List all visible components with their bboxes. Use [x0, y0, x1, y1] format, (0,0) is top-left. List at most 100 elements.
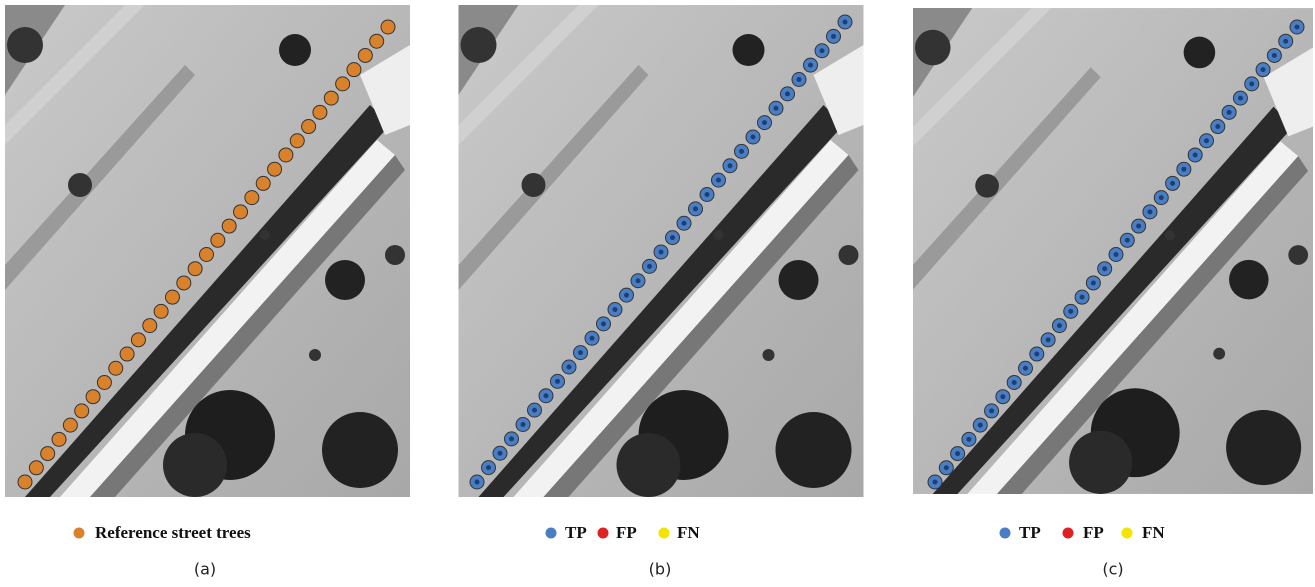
tree-dot-center [647, 264, 652, 269]
tree-dot-center [590, 336, 595, 341]
tree-dot-center [475, 480, 480, 485]
tree-dot-center [716, 178, 721, 183]
tree-dot [347, 63, 361, 77]
tree-dot-center [532, 408, 537, 413]
tree-dot-center [1057, 323, 1062, 328]
tree-dot-center [624, 293, 629, 298]
tree-dot [188, 262, 202, 276]
tree-dot-center [544, 393, 549, 398]
legend-marker [1000, 528, 1011, 539]
legend-marker [74, 528, 85, 539]
tree-dot-center [1023, 366, 1028, 371]
tree-dot-center [728, 163, 733, 168]
tree-dot-center [966, 437, 971, 442]
tree-dot [302, 120, 316, 134]
tree-dot-center [705, 192, 710, 197]
legend-marker [1063, 528, 1074, 539]
tree-dot-center [1204, 138, 1209, 143]
panel-caption: (a) [194, 560, 216, 579]
figure: Reference street trees(a)TPFPFN(b)TPFPFN… [0, 0, 1315, 587]
tree-dot-center [1181, 167, 1186, 172]
tree-dot-center [1102, 266, 1107, 271]
tree-dot [324, 91, 338, 105]
tree-dot [41, 447, 55, 461]
tree-dot [177, 276, 191, 290]
tree-dot [75, 404, 89, 418]
tree-dot [109, 361, 123, 375]
tree-dot [165, 290, 179, 304]
tree-dot-center [1136, 224, 1141, 229]
legend-marker [598, 528, 609, 539]
tree-dot-center [1227, 110, 1232, 115]
tree-dot-center [1080, 295, 1085, 300]
tree-dot-center [578, 350, 583, 355]
legend-label: TP [1019, 523, 1041, 542]
tree-dot [18, 475, 32, 489]
tree-dot-center [1034, 352, 1039, 357]
legend-marker [659, 528, 670, 539]
tree-dot-center [785, 91, 790, 96]
tree-dot-center [1238, 96, 1243, 101]
tree-dot [86, 390, 100, 404]
tree-dot-center [1012, 380, 1017, 385]
tree-dot-center [1272, 53, 1277, 58]
tree-dot [256, 176, 270, 190]
tree-dot-center [1283, 39, 1288, 44]
tree-dot [222, 219, 236, 233]
tree-dot-center [762, 120, 767, 125]
tree-dot-center [682, 221, 687, 226]
legend-label: FP [1083, 523, 1104, 542]
tree-dot-center [1159, 195, 1164, 200]
tree-dot-center [820, 48, 825, 53]
legend-marker [1122, 528, 1133, 539]
tree-dot-center [636, 278, 641, 283]
tree-dot [268, 162, 282, 176]
tree-dot-center [978, 423, 983, 428]
tree-dot-center [509, 436, 514, 441]
tree-dot-center [670, 235, 675, 240]
tree-dot [381, 20, 395, 34]
tree-dot [154, 304, 168, 318]
tree-dot-center [486, 465, 491, 470]
tree-dot [279, 148, 293, 162]
panel-caption: (c) [1102, 560, 1123, 579]
tree-dot-center [1261, 67, 1266, 72]
panel-caption: (b) [649, 560, 672, 579]
tree-dot [211, 233, 225, 247]
tree-dot-center [1114, 252, 1119, 257]
tree-dot-center [797, 77, 802, 82]
legend-label: Reference street trees [95, 523, 251, 542]
tree-dot-center [1249, 81, 1254, 86]
legend-marker [546, 528, 557, 539]
legend-label: FP [616, 523, 637, 542]
tree-dot-center [1215, 124, 1220, 129]
tree-dot-center [774, 106, 779, 111]
tree-dot [336, 77, 350, 91]
tree-dot [143, 319, 157, 333]
tree-dot-center [843, 20, 848, 25]
tree-dot-center [739, 149, 744, 154]
tree-dot-center [1295, 25, 1300, 30]
tree-dot [358, 48, 372, 62]
tree-dot-center [1147, 209, 1152, 214]
tree-dot [245, 191, 259, 205]
tree-dot-center [555, 379, 560, 384]
tree-dot-center [989, 408, 994, 413]
tree-dot [52, 432, 66, 446]
tree-dot [370, 34, 384, 48]
tree-dot-center [955, 451, 960, 456]
tree-dot [200, 248, 214, 262]
tree-dot [120, 347, 134, 361]
tree-dot-center [1170, 181, 1175, 186]
legend-label: TP [565, 523, 587, 542]
tree-dot [63, 418, 77, 432]
tree-dot-center [567, 365, 572, 370]
tree-dot-center [1046, 337, 1051, 342]
tree-dot-center [944, 465, 949, 470]
tree-dot-center [1000, 394, 1005, 399]
tree-dot-center [1091, 280, 1096, 285]
tree-dot [97, 375, 111, 389]
tree-dot-center [498, 451, 503, 456]
tree-dot [313, 105, 327, 119]
tree-dot-center [933, 480, 938, 485]
